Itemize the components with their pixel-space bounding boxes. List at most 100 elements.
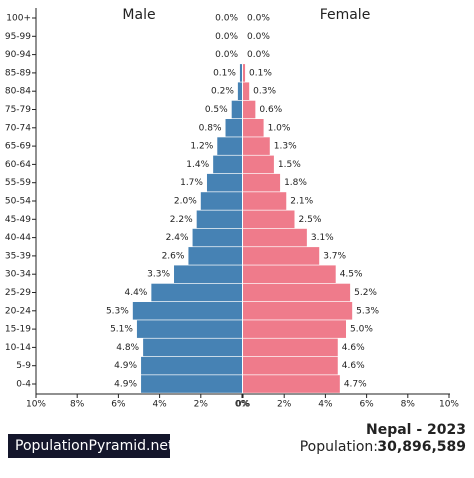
bar [132,302,242,320]
value-label: 4.9% [114,361,137,371]
bar [141,356,242,375]
value-label: 0.6% [259,105,282,115]
y-tick-label: 45-49 [5,215,31,225]
value-label: 2.6% [162,251,185,261]
value-label: 0.1% [213,68,236,78]
value-label: 5.2% [354,288,377,298]
bar [243,228,307,247]
bar [243,265,336,283]
value-label: 0.3% [253,87,276,97]
bar [243,302,353,320]
value-label: 4.4% [124,288,147,298]
x-tick-label: 0% [236,400,251,410]
bar [188,247,242,265]
y-tick-label: 25-29 [5,288,31,298]
x-tick-label: 4% [152,400,167,410]
value-label: 2.5% [299,215,322,225]
x-tick-label: 6% [111,400,126,410]
bar [237,82,242,100]
y-tick-label: 75-79 [5,105,31,115]
value-label: 1.7% [180,178,203,188]
bar [243,64,246,82]
bar [243,119,264,137]
value-label: 0.8% [199,123,222,133]
legend-male: Male [122,7,155,23]
bar [243,356,338,375]
bar [206,173,242,192]
y-tick-label: 100+ [6,14,31,24]
bar [243,155,274,174]
value-label: 4.6% [342,343,365,353]
value-label: 3.1% [311,233,334,243]
bar [141,375,242,393]
y-tick-label: 60-64 [5,160,31,170]
value-label: 4.9% [114,380,137,390]
bar [192,228,242,247]
x-tick-label: 0% [235,400,250,410]
y-tick-label: 80-84 [5,87,31,97]
bar [243,338,338,357]
value-label: 1.2% [190,142,213,152]
value-label: 0.5% [205,105,228,115]
population: 30,896,589 [377,439,466,455]
value-label: 1.3% [274,142,297,152]
value-label: 0.2% [211,87,234,97]
y-tick-label: 15-19 [5,325,31,335]
y-tick-label: 0-4 [16,380,31,390]
y-tick-label: 55-59 [5,178,31,188]
x-tick-label: 4% [318,400,333,410]
bar [243,173,281,192]
value-label: 0.0% [215,32,238,42]
value-label: 0.0% [247,50,270,60]
bar [243,137,270,155]
value-label: 1.8% [284,178,307,188]
bar [196,210,242,229]
y-tick-label: 20-24 [5,306,31,316]
bar [217,137,242,155]
y-tick-label: 70-74 [5,123,31,133]
bar [151,283,242,302]
value-label: 5.3% [356,306,379,316]
y-tick-label: 40-44 [5,233,31,243]
value-label: 2.0% [174,197,197,207]
y-tick-label: 50-54 [5,197,31,207]
value-label: 2.4% [166,233,189,243]
bar [243,210,295,229]
value-label: 3.7% [323,251,346,261]
x-tick-label: 10% [439,400,459,410]
value-label: 0.0% [215,14,238,24]
y-tick-label: 85-89 [5,68,31,78]
value-label: 4.6% [342,361,365,371]
brand-box [8,434,170,458]
bar [243,192,287,210]
bar [243,375,340,393]
value-label: 4.8% [116,343,139,353]
bar [243,283,351,302]
bar [243,82,250,100]
y-tick-label: 5-9 [16,361,31,371]
value-label: 3.3% [147,270,170,280]
value-label: 0.0% [247,32,270,42]
value-label: 2.1% [290,197,313,207]
bar [239,64,242,82]
value-label: 1.5% [278,160,301,170]
bar [174,265,242,283]
value-label: 4.5% [340,270,363,280]
bar [136,320,242,338]
y-tick-label: 30-34 [5,270,31,280]
bar [243,100,256,119]
value-label: 4.7% [344,380,367,390]
bar [243,320,346,338]
population-label: Population: [300,439,378,455]
value-label: 1.0% [268,123,291,133]
bar [225,119,242,137]
brand: PopulationPyramid.net [15,438,174,454]
value-label: 5.0% [350,325,373,335]
y-tick-label: 95-99 [5,32,31,42]
y-tick-label: 65-69 [5,142,31,152]
x-tick-label: 8% [401,400,416,410]
value-label: 2.2% [170,215,193,225]
y-tick-label: 10-14 [5,343,31,353]
x-tick-label: 2% [277,400,292,410]
y-tick-label: 35-39 [5,251,31,261]
